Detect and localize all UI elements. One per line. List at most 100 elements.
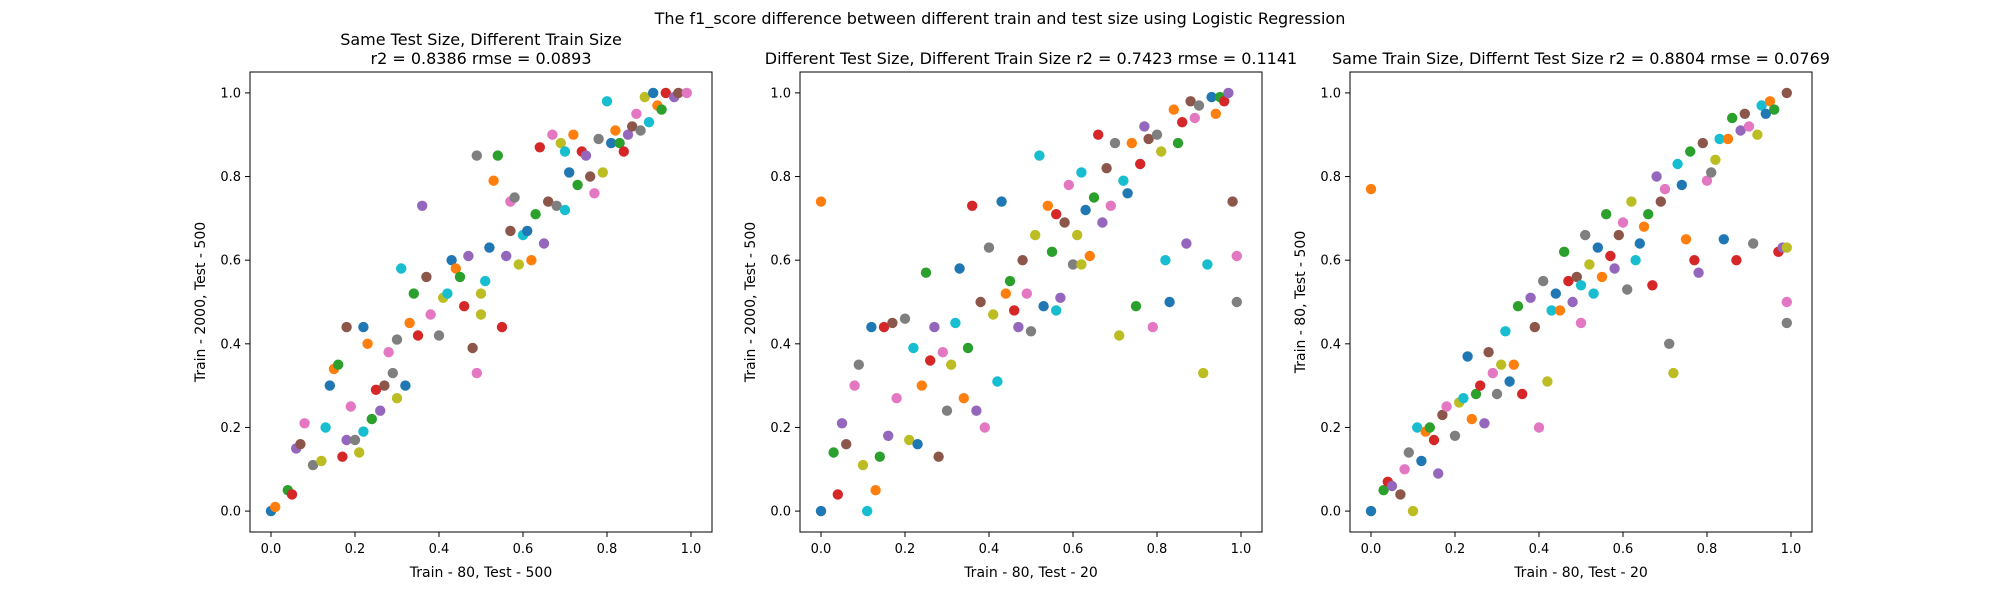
data-point (480, 275, 491, 287)
data-point (1097, 217, 1108, 228)
data-point (1630, 255, 1641, 266)
data-point (1781, 87, 1793, 99)
data-point (673, 87, 684, 99)
axes-frame (1349, 71, 1813, 533)
data-point (1643, 209, 1654, 220)
data-point (555, 137, 566, 149)
data-point (866, 321, 877, 333)
data-point (614, 137, 625, 149)
data-point (1504, 376, 1515, 387)
data-point (1479, 418, 1490, 429)
data-point (417, 200, 428, 211)
data-point (1059, 217, 1070, 228)
data-point (1412, 422, 1423, 433)
y-tick-label: 0.4 (220, 337, 241, 352)
data-point (559, 146, 571, 157)
data-point (1575, 317, 1587, 329)
x-axis-label: Train - 80, Test - 20 (963, 565, 1098, 581)
y-tick-label: 0.0 (220, 505, 241, 520)
chart-title: r2 = 0.8386 rmse = 0.0893 (370, 49, 591, 68)
data-point (324, 380, 335, 391)
data-point (534, 142, 545, 153)
data-point (937, 347, 948, 358)
data-point (635, 125, 646, 136)
data-point (1769, 104, 1780, 115)
data-point (853, 359, 864, 370)
data-point (421, 271, 432, 283)
data-point (1760, 108, 1772, 120)
data-point (333, 359, 344, 370)
data-point (1613, 229, 1625, 241)
scatter-points (815, 87, 1243, 517)
data-point (1554, 305, 1566, 316)
data-point (1055, 292, 1066, 303)
data-point (996, 196, 1007, 207)
y-tick-label: 0.8 (770, 170, 791, 185)
data-point (412, 330, 424, 341)
data-point (891, 393, 902, 404)
data-point (627, 121, 638, 132)
data-point (375, 405, 386, 416)
data-point (354, 447, 365, 458)
data-point (1126, 137, 1138, 149)
x-tick-label: 0.4 (1529, 542, 1550, 557)
data-point (1063, 179, 1075, 191)
x-tick-label: 0.2 (345, 542, 366, 557)
data-point (1067, 259, 1079, 270)
data-point (370, 384, 382, 395)
data-point (585, 171, 596, 182)
data-point (1475, 380, 1486, 391)
y-tick-label: 0.6 (1320, 254, 1341, 269)
data-point (1563, 275, 1574, 287)
data-point (471, 367, 482, 379)
data-point (1764, 96, 1776, 107)
data-point (1424, 422, 1436, 433)
data-point (1580, 229, 1591, 241)
data-point (530, 209, 541, 220)
data-point (1680, 234, 1692, 245)
data-point (1210, 108, 1222, 120)
x-tick-label: 0.2 (1445, 542, 1466, 557)
axes-frame (799, 71, 1263, 533)
data-point (1403, 447, 1415, 458)
data-point (967, 200, 978, 211)
data-point (1701, 175, 1713, 186)
data-point (1433, 468, 1444, 479)
data-point (836, 418, 848, 429)
data-point (849, 380, 860, 391)
data-point (1626, 196, 1637, 207)
data-point (358, 321, 369, 333)
data-point (475, 288, 487, 299)
data-point (1748, 238, 1759, 249)
data-point (1416, 455, 1427, 467)
data-point (815, 196, 827, 207)
data-point (933, 451, 944, 462)
data-point (870, 485, 881, 496)
data-point (904, 434, 915, 446)
data-point (1617, 217, 1629, 228)
data-point (1739, 108, 1751, 120)
data-point (379, 380, 390, 391)
data-point (597, 167, 608, 178)
data-point (1538, 275, 1549, 287)
data-point (547, 129, 558, 140)
x-tick-label: 0.8 (1147, 542, 1168, 557)
data-point (1042, 200, 1054, 211)
data-point (1219, 96, 1230, 107)
data-point (391, 334, 403, 345)
data-point (1021, 288, 1032, 299)
data-point (450, 263, 461, 274)
data-point (501, 250, 512, 262)
chart-panel-2: 0.0 0.2 0.4 0.6 0.8 1.0 0.0 0.2 0.4 0.6 0.8 1.0 Trai… (743, 49, 1297, 581)
chart-title: Same Train Size, Differnt Test Size r2 =… (1332, 49, 1830, 68)
data-point (316, 455, 327, 467)
data-point (988, 309, 999, 320)
data-point (589, 188, 600, 199)
data-point (1533, 422, 1545, 433)
data-point (349, 434, 361, 446)
data-point (883, 430, 894, 441)
data-point (1491, 388, 1503, 400)
data-point (1105, 200, 1117, 211)
data-point (606, 137, 617, 149)
data-point (618, 146, 629, 157)
